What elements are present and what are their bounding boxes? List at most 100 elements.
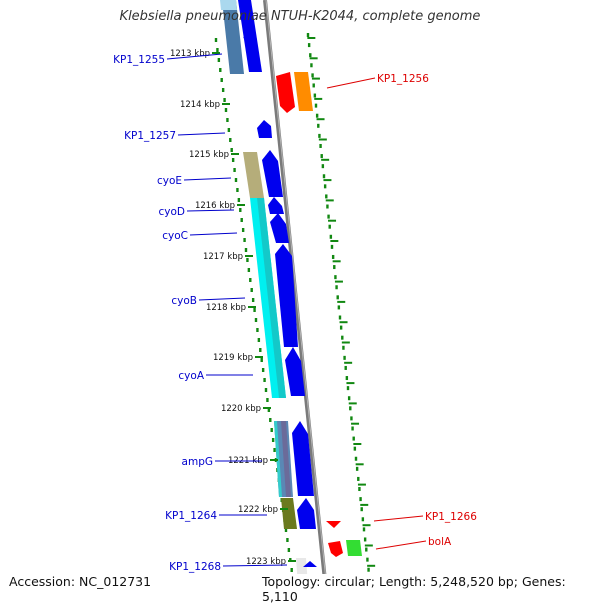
ruler-dot-right	[321, 164, 325, 169]
ruler-dot-right	[307, 43, 311, 48]
topology-label: Topology:	[262, 574, 321, 589]
gene-label[interactable]: cyoA	[178, 370, 204, 382]
ruler-dot-right	[334, 275, 337, 280]
ruler-dot-right	[363, 537, 367, 542]
cds-bolA-arrow[interactable]	[328, 541, 343, 557]
ruler-dot-left	[270, 428, 273, 432]
feature-kp1-1255-cds-top[interactable]	[220, 0, 237, 10]
ruler-dot-right	[325, 194, 328, 199]
ruler-dot-right	[314, 103, 318, 108]
ruler-dot-right	[337, 305, 341, 310]
ruler-dot-left	[236, 188, 239, 192]
cds-kp1-1264-arrow[interactable]	[297, 498, 316, 529]
gene-label[interactable]: KP1_1256	[377, 73, 429, 85]
ruler-dot-left	[237, 198, 241, 202]
gene-label[interactable]: cyoB	[171, 295, 197, 307]
ruler-dot-right	[330, 244, 334, 249]
ruler-dot-right	[352, 436, 355, 441]
ruler-dot-right	[317, 123, 320, 128]
gene-label[interactable]: bolA	[428, 536, 452, 548]
ruler-dot-left	[251, 298, 255, 302]
gene-label[interactable]: ampG	[182, 456, 213, 468]
ruler-dot-left	[271, 438, 275, 442]
tick-label: 1222 kbp	[238, 505, 278, 515]
ruler-dot-left	[290, 568, 293, 572]
ruler-dot-right	[362, 527, 366, 532]
ruler-dot-right	[343, 355, 346, 360]
ruler-dot-right	[367, 567, 370, 572]
feature-ampG-box-stripe[interactable]	[281, 421, 291, 497]
cds-cyoB-arrow[interactable]	[275, 244, 298, 347]
ruler-dot-left	[284, 528, 288, 532]
gene-label[interactable]: KP1_1268	[169, 561, 221, 573]
cds-kp1-1257-arrow[interactable]	[257, 120, 272, 138]
ruler-dot-right	[359, 497, 362, 502]
gene-label[interactable]: KP1_1257	[124, 130, 176, 142]
genes-label: Genes:	[521, 574, 566, 589]
cds-kp1-1255-arrowhead[interactable]	[243, 29, 257, 40]
gene-label[interactable]: KP1_1266	[425, 511, 477, 523]
leader-line	[373, 515, 424, 522]
ruler-dot-right	[323, 184, 327, 189]
ruler-dot-right	[354, 456, 358, 461]
topology-value: circular	[324, 574, 371, 589]
ruler-dot-right	[342, 345, 345, 350]
ruler-dot-right	[322, 174, 326, 179]
ruler-dot-left	[260, 358, 263, 362]
tick-label: 1220 kbp	[221, 404, 261, 414]
label-leaders	[166, 53, 427, 567]
ruler-dot-left	[230, 148, 233, 152]
strain-name: NTUH-K2044, complete genome	[266, 9, 481, 24]
gene-label[interactable]: cyoE	[157, 175, 182, 187]
gene-label[interactable]: KP1_1255	[113, 54, 165, 66]
feature-kp1-1255-cds[interactable]	[222, 0, 244, 74]
leader-line	[326, 77, 376, 89]
cds-ampG-arrow[interactable]	[292, 421, 314, 496]
ruler-dot-left	[246, 258, 249, 262]
ruler-dot-right	[320, 154, 323, 159]
cds-kp1-1268-arrow[interactable]	[303, 561, 317, 567]
gene-label[interactable]: cyoD	[159, 206, 186, 218]
ruler-dot-left	[224, 108, 228, 112]
ruler-dot-left	[287, 548, 291, 552]
ruler-dot-left	[216, 48, 219, 52]
cds-cyoD-arrow[interactable]	[268, 197, 284, 214]
ruler-dot-left	[247, 268, 251, 272]
feature-cyoE-box[interactable]	[243, 152, 264, 198]
feature-cyo-operon-shade[interactable]	[257, 198, 286, 398]
ruler-dot-right	[357, 476, 360, 481]
ruler-dot-left	[266, 398, 269, 402]
ruler-dot-right	[329, 234, 333, 239]
ruler-dot-left	[267, 408, 271, 412]
ruler-dot-left	[231, 158, 235, 162]
ruler-dot-right	[341, 335, 344, 340]
ruler-dot-left	[239, 208, 242, 212]
ruler-dot-right	[344, 365, 347, 370]
leader-line	[186, 209, 235, 212]
ruler-dot-right	[361, 517, 365, 522]
ruler-dot-left	[217, 58, 221, 62]
cds-arrows-forward	[238, 0, 317, 567]
gene-label[interactable]: cyoC	[162, 230, 188, 242]
feature-kp1-1256-box[interactable]	[294, 72, 313, 111]
ruler-dot-left	[214, 38, 218, 42]
feature-bolA-box[interactable]	[346, 540, 362, 556]
leader-line	[189, 232, 238, 236]
ruler-dot-left	[229, 138, 232, 142]
cds-cyoA-arrow[interactable]	[285, 347, 305, 396]
gene-label[interactable]: KP1_1264	[165, 510, 217, 522]
feature-kp1-1264-box[interactable]	[281, 498, 297, 529]
ruler-dot-right	[345, 376, 349, 381]
ruler-dot-right	[318, 133, 321, 138]
ruler-dot-left	[263, 378, 266, 382]
accession-label: Accession:	[9, 574, 76, 589]
cds-cyoE-arrow[interactable]	[262, 150, 283, 197]
tick-label: 1216 kbp	[195, 201, 235, 211]
cds-kp1-1266-arrow[interactable]	[326, 521, 341, 528]
cds-cyoC-arrow[interactable]	[270, 213, 289, 243]
ruler-dot-right	[346, 386, 350, 391]
leader-line	[183, 177, 232, 181]
cds-kp1-1256-arrow[interactable]	[276, 72, 295, 113]
accession-footer: Accession: NC_012731	[9, 574, 152, 589]
